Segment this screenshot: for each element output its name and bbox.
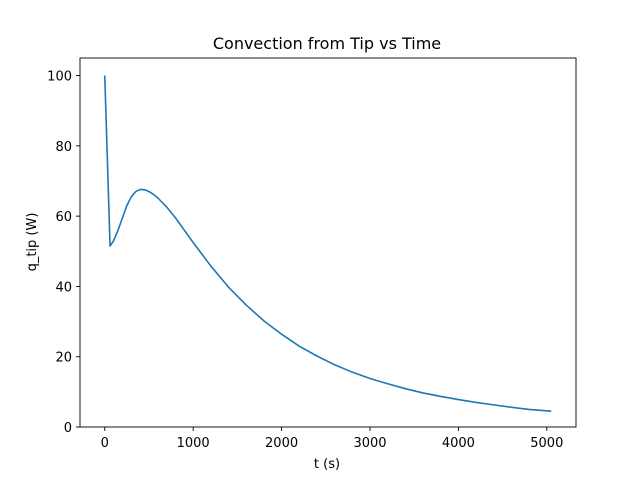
y-tick-label: 80: [55, 140, 72, 155]
x-tick-label: 3000: [353, 436, 386, 451]
x-tick-label: 5000: [530, 436, 563, 451]
x-tick-label: 0: [101, 436, 109, 451]
x-tick-label: 2000: [265, 436, 298, 451]
x-axis-ticks: 0 1000 2000 3000 4000 5000: [101, 427, 563, 451]
y-tick-label: 40: [55, 280, 72, 295]
x-tick-label: 4000: [442, 436, 475, 451]
series-line-0: [103, 75, 552, 412]
y-tick-label: 0: [64, 421, 72, 436]
plot-area: [79, 57, 577, 428]
x-tick-label: 1000: [177, 436, 210, 451]
y-tick-label: 20: [55, 351, 72, 366]
plot-frame: [79, 57, 577, 428]
y-axis-ticks: 0 20 40 60 80 100: [47, 70, 80, 436]
y-tick-label: 100: [47, 70, 72, 85]
y-tick-label: 60: [55, 210, 72, 225]
plot-background: [80, 58, 576, 427]
y-axis-label: q_tip (W): [25, 213, 40, 272]
x-axis-label: t (s): [314, 457, 340, 472]
chart-title: Convection from Tip vs Time: [213, 34, 441, 53]
